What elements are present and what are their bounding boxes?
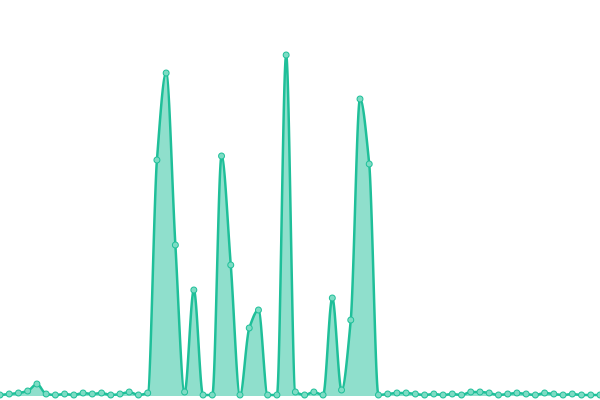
data-point [485, 389, 493, 397]
data-point [301, 391, 309, 399]
data-point [70, 391, 78, 399]
data-point [347, 316, 355, 324]
data-point [328, 294, 336, 302]
data-point [0, 391, 4, 399]
data-point [5, 390, 13, 398]
data-point [199, 391, 207, 399]
data-point [116, 390, 124, 398]
data-point [513, 389, 521, 397]
data-point [218, 152, 226, 160]
data-point [393, 389, 401, 397]
data-point [107, 391, 115, 399]
data-point [578, 391, 586, 399]
data-point [430, 390, 438, 398]
data-point [245, 324, 253, 332]
data-point [51, 391, 59, 399]
data-point [338, 386, 346, 394]
data-point [88, 390, 96, 398]
data-point [33, 380, 41, 388]
data-point [208, 391, 216, 399]
data-point [153, 156, 161, 164]
data-point [98, 389, 106, 397]
data-point [171, 241, 179, 249]
data-point [14, 389, 22, 397]
data-point [568, 390, 576, 398]
data-point [61, 390, 69, 398]
data-point [365, 160, 373, 168]
data-point [458, 391, 466, 399]
data-point [181, 388, 189, 396]
data-point [264, 391, 272, 399]
data-point [384, 390, 392, 398]
data-point [236, 391, 244, 399]
data-point [494, 391, 502, 399]
data-point [541, 389, 549, 397]
data-point [411, 390, 419, 398]
data-point [448, 390, 456, 398]
data-point [227, 261, 235, 269]
data-point [504, 390, 512, 398]
data-point [291, 388, 299, 396]
data-point [282, 51, 290, 59]
data-point [531, 391, 539, 399]
data-point [550, 390, 558, 398]
data-point [125, 388, 133, 396]
data-point [134, 391, 142, 399]
data-point [42, 390, 50, 398]
data-point [559, 391, 567, 399]
data-point [310, 388, 318, 396]
data-point [402, 389, 410, 397]
data-point [79, 389, 87, 397]
data-point [476, 388, 484, 396]
data-point [596, 391, 600, 399]
data-point [522, 390, 530, 398]
data-point [24, 387, 32, 395]
data-point [421, 391, 429, 399]
data-point [319, 391, 327, 399]
data-point [273, 391, 281, 399]
data-point [356, 95, 364, 103]
data-point [439, 391, 447, 399]
data-point [162, 69, 170, 77]
data-point [190, 286, 198, 294]
data-point [254, 306, 262, 314]
data-point [374, 391, 382, 399]
area-line [0, 53, 600, 397]
data-point [144, 389, 152, 397]
area-fill [0, 55, 600, 396]
data-point [467, 388, 475, 396]
data-point [587, 391, 595, 399]
